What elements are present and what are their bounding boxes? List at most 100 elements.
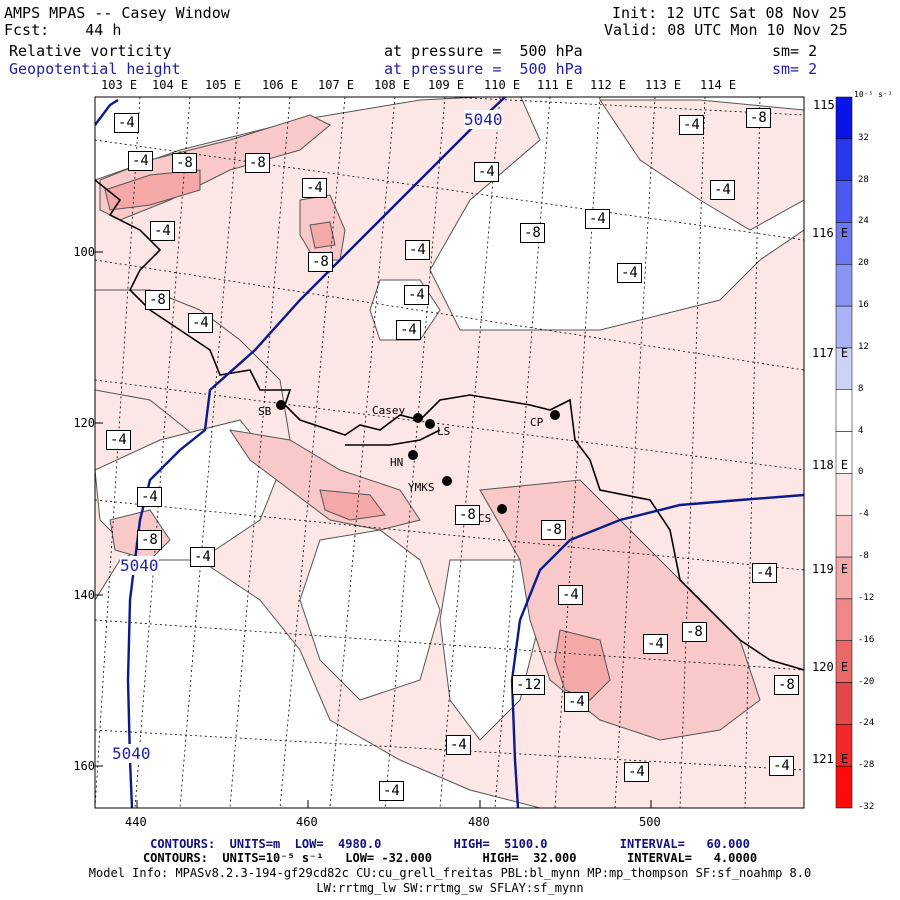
vorticity-fill-dark xyxy=(104,169,201,211)
footer-height-contours: CONTOURS: UNITS=m LOW= 4980.0 HIGH= 5100… xyxy=(150,837,750,851)
vorticity-contour-label: -4 xyxy=(302,178,327,198)
station-label: SB xyxy=(258,405,272,418)
vorticity-contour-label: -8 xyxy=(774,675,799,695)
y-tick-label: 120 xyxy=(73,416,95,430)
colorbar-tick-label: 16 xyxy=(858,300,869,311)
lon-label: 113 E xyxy=(645,78,682,92)
lon-label: 103 E xyxy=(101,78,138,92)
vorticity-contour-label: -8 xyxy=(520,223,545,243)
vorticity-contour-label: -8 xyxy=(455,505,480,525)
height-contour-label: 5040 xyxy=(464,110,503,129)
height-contour-label: 5040 xyxy=(112,744,151,763)
vorticity-contour-label: -4 xyxy=(106,430,131,450)
colorbar-tick-label: 32 xyxy=(858,132,869,143)
init-time: Init: 12 UTC Sat 08 Nov 25 xyxy=(612,4,847,22)
colorbar-swatch xyxy=(835,264,853,307)
station-markers xyxy=(276,400,560,514)
vorticity-fill-light xyxy=(599,99,804,231)
lon-label: 111 E xyxy=(537,78,574,92)
vorticity-contour-label: -4 xyxy=(624,762,649,782)
vorticity-contour-label: -8 xyxy=(137,530,162,550)
lat-label: 120 E xyxy=(812,660,849,674)
vorticity-contour-label: -4 xyxy=(379,781,404,801)
field1-name: Relative vorticity xyxy=(9,42,172,60)
vorticity-contour-label: -8 xyxy=(541,520,566,540)
vorticity-fill-dark xyxy=(319,489,386,521)
axis-ticks xyxy=(95,251,652,808)
vorticity-contour-label: -8 xyxy=(308,252,333,272)
vorticity-contour-label: -4 xyxy=(405,240,430,260)
field2-level: at pressure = 500 hPa xyxy=(384,60,583,78)
colorbar-tick-label: -32 xyxy=(858,802,875,812)
x-tick-label: 460 xyxy=(296,815,318,829)
vorticity-contour-label: -4 xyxy=(188,313,213,333)
vorticity-contour-label: -8 xyxy=(172,153,197,173)
vorticity-contour-label: -4 xyxy=(617,263,642,283)
height-contours xyxy=(95,97,804,808)
station-label: LS xyxy=(437,425,451,438)
x-tick-label: 480 xyxy=(468,815,490,829)
vorticity-contour-label: -8 xyxy=(145,290,170,310)
lon-label: 104 E xyxy=(152,78,189,92)
colorbar-swatch xyxy=(835,138,853,181)
lon-label: 110 E xyxy=(484,78,521,92)
vorticity-contour-label: -4 xyxy=(710,180,735,200)
vorticity-contour-label: -8 xyxy=(682,622,707,642)
vorticity-contour-label: -4 xyxy=(643,634,668,654)
colorbar-swatch xyxy=(835,765,853,809)
coastline xyxy=(95,179,804,671)
lon-label: 107 E xyxy=(318,78,355,92)
station-label: CP xyxy=(530,416,544,429)
colorbar-tick-label: -4 xyxy=(858,509,869,520)
colorbar-swatch xyxy=(835,96,853,140)
vorticity-fill-dark xyxy=(309,221,336,249)
field1-smoothing: sm= 2 xyxy=(772,42,818,60)
colorbar-tick-label: 8 xyxy=(858,383,864,394)
colorbar-tick-label: 20 xyxy=(858,258,869,269)
colorbar-tick-label: 4 xyxy=(858,425,864,436)
vorticity-contour-label: -4 xyxy=(585,209,610,229)
vorticity-contour-label: -4 xyxy=(769,756,794,776)
y-tick-label: 100 xyxy=(73,245,95,259)
field2-name: Geopotential height xyxy=(9,60,181,78)
vorticity-contour-label: -4 xyxy=(404,285,429,305)
vorticity-contour-label: -4 xyxy=(396,320,421,340)
footer-vort-contours: CONTOURS: UNITS=10⁻⁵ s⁻¹ LOW= -32.000 HI… xyxy=(142,851,758,865)
height-contour-label: 5040 xyxy=(120,556,159,575)
colorbar-unit: 10⁻⁵ s⁻¹ xyxy=(854,90,893,99)
station-label: YMKS xyxy=(408,481,435,494)
map-title: AMPS MPAS -- Casey Window xyxy=(4,4,230,22)
field1-level: at pressure = 500 hPa xyxy=(384,42,583,60)
colorbar-tick-label: 0 xyxy=(858,467,864,478)
field2-smoothing: sm= 2 xyxy=(772,60,818,78)
lat-label: 119 E xyxy=(812,562,849,576)
y-tick-label: 140 xyxy=(73,588,95,602)
lon-label: 108 E xyxy=(374,78,411,92)
vorticity-contour-label: -8 xyxy=(746,108,771,128)
colorbar-swatch xyxy=(835,389,853,432)
vorticity-contour-label: -4 xyxy=(474,162,499,182)
y-tick-label: 160 xyxy=(73,759,95,773)
lat-label: 116 E xyxy=(812,226,849,240)
valid-time: Valid: 08 UTC Mon 10 Nov 25 xyxy=(604,21,848,39)
vorticity-contour-label: -4 xyxy=(137,487,162,507)
lon-label: 112 E xyxy=(590,78,627,92)
vorticity-contour-label: -12 xyxy=(512,675,546,695)
lat-label: 117 E xyxy=(812,346,849,360)
colorbar-tick-label: 24 xyxy=(858,216,869,227)
footer-model-info: Model Info: MPASv8.2.3-194-gf29cd82c CU:… xyxy=(88,866,812,880)
colorbar-tick-label: 28 xyxy=(858,174,869,185)
vorticity-fill-dark xyxy=(554,629,611,701)
vorticity-contour-label: -4 xyxy=(150,221,175,241)
colorbar-tick-label: 12 xyxy=(858,341,869,352)
x-tick-label: 440 xyxy=(125,815,147,829)
vorticity-contour-label: -4 xyxy=(128,151,153,171)
footer-physics-info: LW:rrtmg_lw SW:rrtmg_sw SFLAY:sf_mynn xyxy=(316,881,584,895)
vorticity-contour-label: -4 xyxy=(564,692,589,712)
vorticity-fill-medium xyxy=(479,479,761,741)
lon-label: 106 E xyxy=(262,78,299,92)
lon-label: 105 E xyxy=(205,78,242,92)
vorticity-contour-label: -4 xyxy=(446,735,471,755)
vorticity-contour-label: -8 xyxy=(245,153,270,173)
